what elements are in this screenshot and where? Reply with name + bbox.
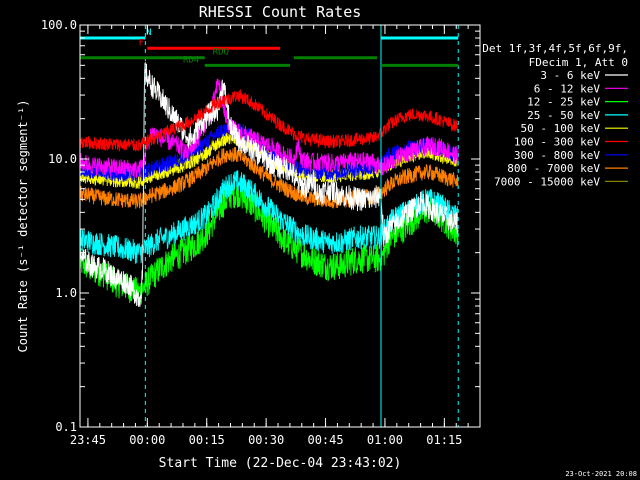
legend-header-line-2: FDecim 1, Att 0: [529, 56, 628, 69]
y-tick-label-1: 1.0: [55, 286, 77, 300]
legend-label-5: 100 - 300 keV: [514, 136, 600, 149]
legend-label-1: 6 - 12 keV: [534, 82, 601, 95]
x-tick-label-4: 00:45: [307, 433, 343, 447]
legend-label-6: 300 - 800 keV: [514, 149, 600, 162]
y-tick-label-0: 0.1: [55, 420, 77, 434]
x-tick-label-0: 23:45: [70, 433, 106, 447]
legend-header-line-1: Det 1f,3f,4f,5f,6f,9f,: [482, 42, 628, 55]
legend: Det 1f,3f,4f,5f,6f,9f, FDecim 1, Att 0 3…: [482, 42, 628, 188]
plot-frame: [79, 24, 481, 428]
legend-label-0: 3 - 6 keV: [540, 69, 600, 82]
chart-title: RHESSI Count Rates: [199, 3, 362, 21]
interval-label-2: RDO: [213, 48, 229, 58]
x-tick-label-3: 00:30: [248, 433, 284, 447]
legend-label-7: 800 - 7000 keV: [507, 162, 600, 175]
series-line-0: [79, 61, 459, 307]
x-tick-label-6: 01:15: [426, 433, 462, 447]
y-axis-label: Count Rate (s⁻¹ detector segment⁻¹): [16, 100, 30, 353]
series-line-1: [79, 78, 459, 178]
interval-label-0: N: [146, 28, 151, 38]
x-tick-label-2: 00:15: [189, 433, 225, 447]
interval-label-1: F: [139, 38, 144, 48]
y-tick-label-3: 100.0: [41, 18, 77, 32]
y-tick-label-2: 10.0: [48, 152, 77, 166]
series-layer: [79, 61, 459, 307]
legend-label-3: 25 - 50 keV: [527, 109, 600, 122]
x-tick-label-5: 01:00: [367, 433, 403, 447]
legend-label-4: 50 - 100 keV: [521, 122, 601, 135]
legend-label-2: 12 - 25 keV: [527, 96, 600, 109]
series-line-5: [79, 89, 459, 152]
legend-label-8: 7000 - 15000 keV: [494, 175, 600, 188]
x-tick-label-1: 00:00: [129, 433, 165, 447]
interval-label-3: RD4: [183, 55, 199, 65]
x-axis-label: Start Time (22-Dec-04 23:43:02): [159, 456, 402, 471]
footer-date: 23-Oct-2021 20:08: [565, 470, 637, 478]
axes-layer: 0.1 1.0 10.0 100.0 23:45 00:00 00:15 00:30 00:45…: [41, 18, 481, 447]
